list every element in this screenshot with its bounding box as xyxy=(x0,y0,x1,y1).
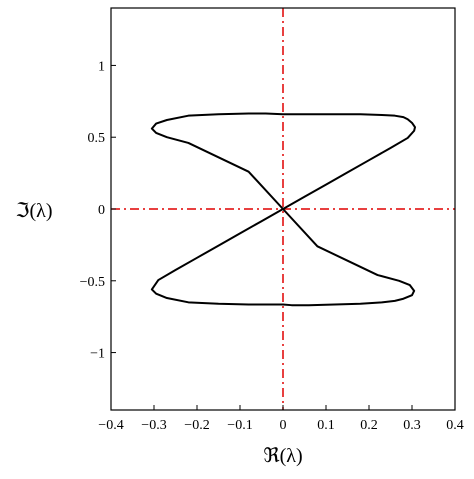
x-tick-label: 0.1 xyxy=(317,418,335,433)
x-tick-label: −0.2 xyxy=(184,418,209,433)
x-tick-label: −0.1 xyxy=(227,418,252,433)
y-tick-label: −1 xyxy=(90,347,105,362)
x-tick-label: 0 xyxy=(280,418,287,433)
x-ticks: −0.4 −0.3 −0.2 −0.1 0 0.1 0.2 0.3 0.4 xyxy=(98,405,464,433)
x-axis-label: ℜ(λ) xyxy=(263,445,302,467)
series-line-0 xyxy=(150,112,417,307)
y-tick-label: 0.5 xyxy=(88,131,106,146)
x-tick-label: 0.2 xyxy=(360,418,378,433)
y-axis-label: ℑ(λ) xyxy=(16,200,53,222)
y-tick-label: 1 xyxy=(98,59,105,74)
y-tick-label: −0.5 xyxy=(80,275,105,290)
y-ticks: 1 0.5 0 −0.5 −1 xyxy=(80,59,116,362)
x-tick-label: −0.4 xyxy=(98,418,123,433)
x-tick-label: −0.3 xyxy=(141,418,166,433)
x-tick-label: 0.3 xyxy=(403,418,421,433)
x-tick-label: 0.4 xyxy=(446,418,464,433)
y-tick-label: 0 xyxy=(98,203,105,218)
series-layer xyxy=(150,112,417,307)
